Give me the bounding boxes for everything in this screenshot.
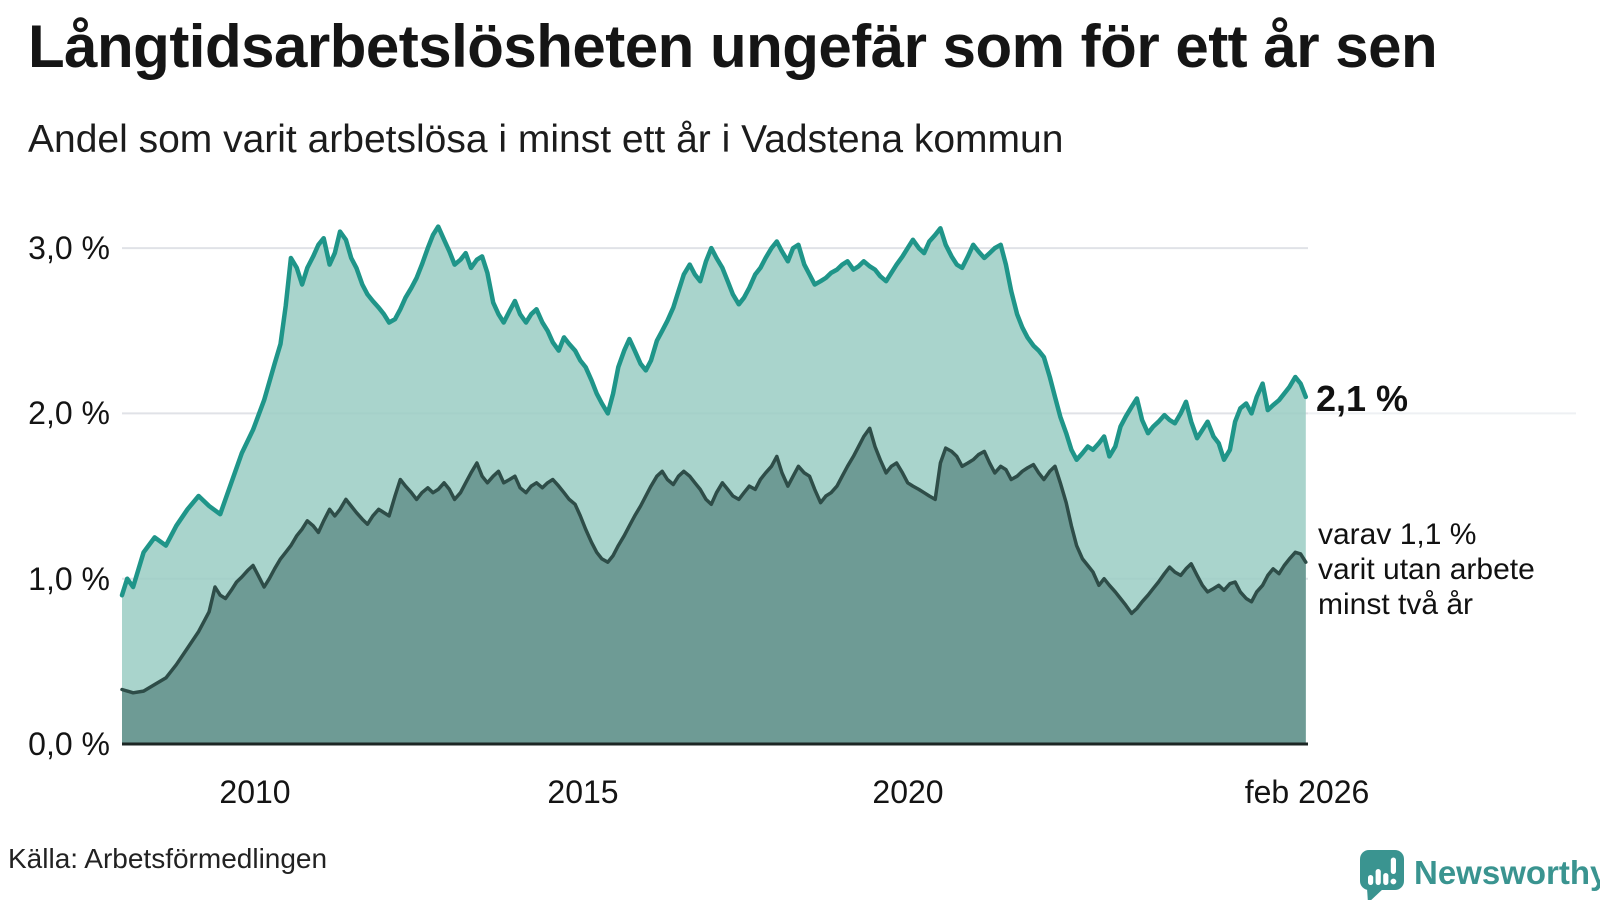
source-label: Källa: Arbetsförmedlingen bbox=[8, 843, 328, 874]
x-axis-tick-label: feb 2026 bbox=[1244, 774, 1370, 810]
series2-annotation-line: varit utan arbete bbox=[1318, 553, 1535, 586]
y-axis-tick-label: 1,0 % bbox=[28, 561, 110, 597]
series2-annotation-line: varav 1,1 % bbox=[1318, 518, 1477, 551]
y-axis-tick-label: 3,0 % bbox=[28, 230, 110, 266]
page-subtitle: Andel som varit arbetslösa i minst ett å… bbox=[28, 118, 1064, 161]
page-title: Långtidsarbetslösheten ungefär som för e… bbox=[28, 13, 1438, 80]
newsworthy-brand-name: Newsworthy bbox=[1414, 854, 1600, 891]
newsworthy-logo-icon bbox=[1360, 850, 1404, 900]
series2-line bbox=[120, 426, 1308, 695]
series1-line bbox=[119, 224, 1309, 598]
series2-annotation-line: minst två år bbox=[1318, 588, 1474, 621]
series2-annotation: varav 1,1 % varit utan arbete minst två … bbox=[1318, 517, 1535, 622]
y-axis-tick-label: 0,0 % bbox=[28, 726, 110, 762]
x-axis-tick-label: 2020 bbox=[872, 774, 944, 810]
x-axis-tick-label: 2010 bbox=[219, 774, 291, 810]
series2-area bbox=[122, 428, 1306, 744]
y-axis-tick-label: 2,0 % bbox=[28, 395, 110, 431]
x-axis-tick-label: 2015 bbox=[547, 774, 619, 810]
series1-end-value-label: 2,1 % bbox=[1316, 378, 1409, 419]
